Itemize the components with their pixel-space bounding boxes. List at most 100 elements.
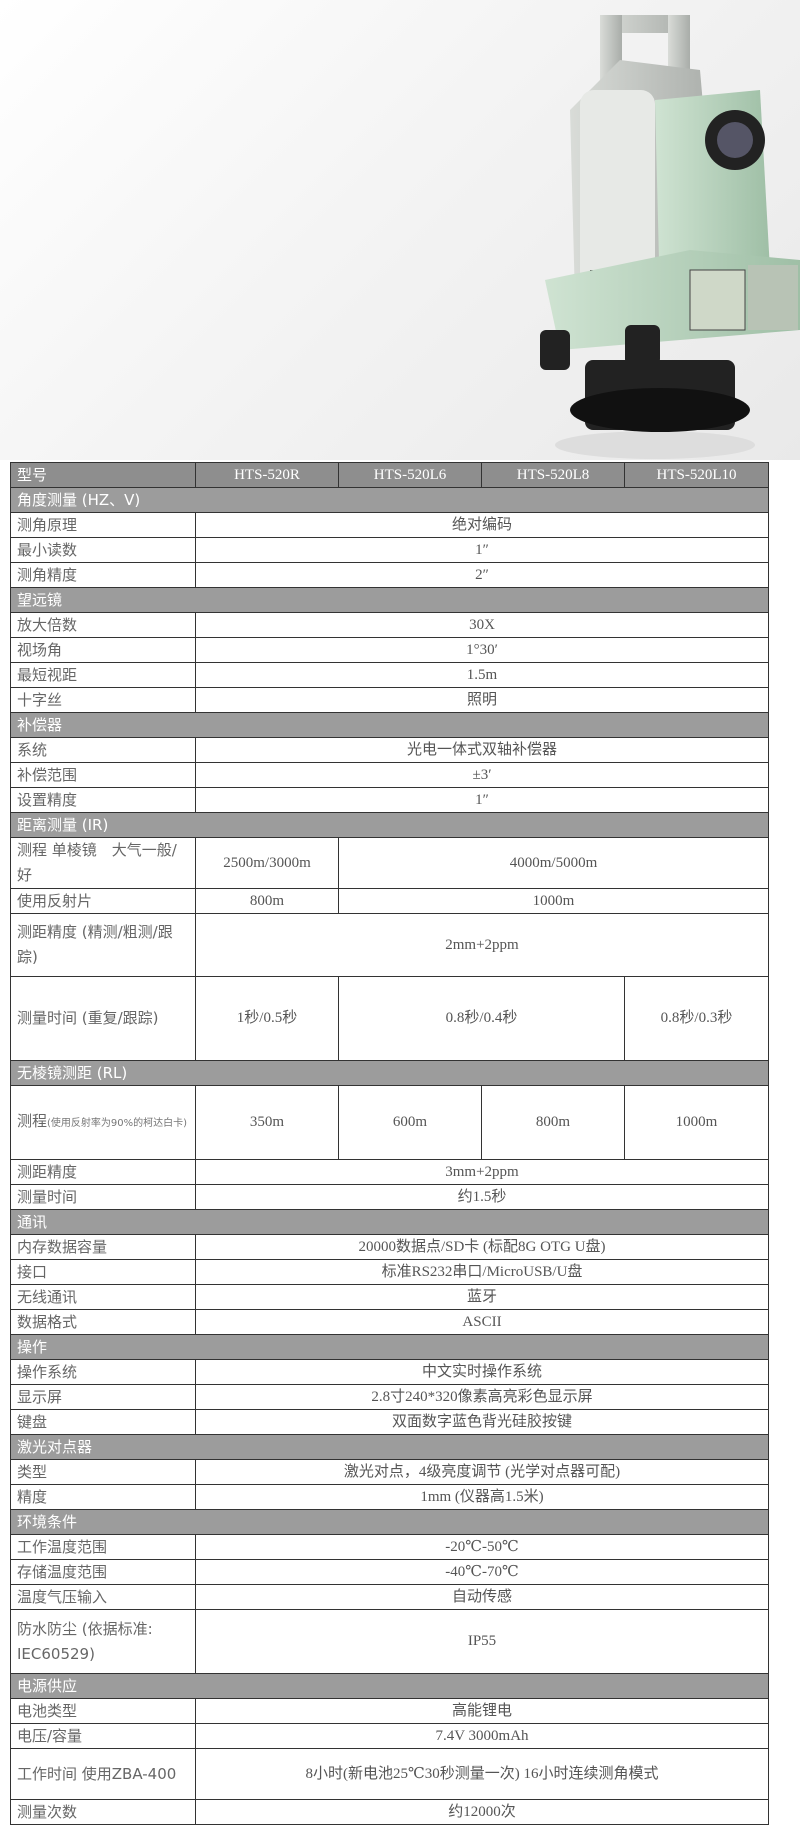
spec-value: 1000m — [624, 1085, 769, 1160]
spec-value: 自动传感 — [195, 1584, 769, 1610]
spec-value: ASCII — [195, 1309, 769, 1335]
section-header: 望远镜 — [10, 587, 769, 613]
spec-label-text: 测量时间 (重复/跟踪) — [17, 1009, 159, 1027]
spec-label: 内存数据容量 — [10, 1234, 196, 1260]
spec-label-text: 精度 — [17, 1488, 48, 1506]
spec-value: 0.8秒/0.4秒 — [338, 976, 625, 1061]
spec-label: 设置精度 — [10, 787, 196, 813]
spec-label: 测角精度 — [10, 562, 196, 588]
spec-label-text: 操作系统 — [17, 1363, 78, 1381]
model-column-header: HTS-520R — [195, 462, 339, 488]
spec-row: 存储温度范围 -40℃-70℃ — [10, 1559, 769, 1585]
section-title: 无棱镜测距 (RL) — [10, 1060, 769, 1086]
spec-label: 防水防尘 (依据标准: IEC60529) — [10, 1609, 196, 1674]
spec-row: 精度 1mm (仪器高1.5米) — [10, 1484, 769, 1510]
spec-value: 1″ — [195, 787, 769, 813]
header-row: 型号 HTS-520R HTS-520L6 HTS-520L8 HTS-520L10 — [10, 462, 769, 488]
spec-label-text: 测距精度 — [17, 1163, 78, 1181]
spec-row: 视场角 1°30′ — [10, 637, 769, 663]
spec-label-text: 十字丝 — [17, 691, 63, 709]
spec-label-text: 电池类型 — [17, 1702, 78, 1720]
spec-value: 0.8秒/0.3秒 — [624, 976, 769, 1061]
spec-row: 设置精度 1″ — [10, 787, 769, 813]
spec-label-text: 测量时间 — [17, 1188, 78, 1206]
spec-row: 接口 标准RS232串口/MicroUSB/U盘 — [10, 1259, 769, 1285]
spec-label-text: 补偿范围 — [17, 766, 78, 784]
spec-value: 20000数据点/SD卡 (标配8G OTG U盘) — [195, 1234, 769, 1260]
spec-row: 无线通讯 蓝牙 — [10, 1284, 769, 1310]
spec-row: 电池类型 高能锂电 — [10, 1698, 769, 1724]
model-column-header: HTS-520L8 — [481, 462, 625, 488]
section-header: 补偿器 — [10, 712, 769, 738]
spec-row: 放大倍数 30X — [10, 612, 769, 638]
section-header: 环境条件 — [10, 1509, 769, 1535]
spec-label: 测角原理 — [10, 512, 196, 538]
spec-value: 2″ — [195, 562, 769, 588]
spec-row: 测距精度 3mm+2ppm — [10, 1159, 769, 1185]
spec-label: 测距精度 — [10, 1159, 196, 1185]
spec-label-text: 测角原理 — [17, 516, 78, 534]
spec-label: 温度气压输入 — [10, 1584, 196, 1610]
section-title: 望远镜 — [10, 587, 769, 613]
spec-label: 电压/容量 — [10, 1723, 196, 1749]
spec-value: 1″ — [195, 537, 769, 563]
spec-value: IP55 — [195, 1609, 769, 1674]
section-title: 激光对点器 — [10, 1434, 769, 1460]
spec-row: 键盘 双面数字蓝色背光硅胶按键 — [10, 1409, 769, 1435]
spec-label: 显示屏 — [10, 1384, 196, 1410]
spec-label: 放大倍数 — [10, 612, 196, 638]
spec-label: 视场角 — [10, 637, 196, 663]
spec-label-text: 类型 — [17, 1463, 48, 1481]
spec-row: 十字丝 照明 — [10, 687, 769, 713]
spec-label-text: 接口 — [17, 1263, 48, 1281]
spec-value: 1°30′ — [195, 637, 769, 663]
spec-row: 类型 激光对点，4级亮度调节 (光学对点器可配) — [10, 1459, 769, 1485]
spec-label-text: 温度气压输入 — [17, 1588, 108, 1606]
spec-label: 最小读数 — [10, 537, 196, 563]
spec-row: 电压/容量 7.4V 3000mAh — [10, 1723, 769, 1749]
spec-value: 7.4V 3000mAh — [195, 1723, 769, 1749]
spec-label-text: 工作时间 使用ZBA-400 — [17, 1764, 177, 1783]
spec-row: 最小读数 1″ — [10, 537, 769, 563]
spec-value: 800m — [195, 888, 339, 914]
spec-value: 蓝牙 — [195, 1284, 769, 1310]
spec-label: 操作系统 — [10, 1359, 196, 1385]
spec-row: 测角精度 2″ — [10, 562, 769, 588]
spec-value: 8小时(新电池25℃30秒测量一次) 16小时连续测角模式 — [195, 1748, 769, 1800]
spec-label: 精度 — [10, 1484, 196, 1510]
spec-label: 十字丝 — [10, 687, 196, 713]
section-title: 距离测量 (IR) — [10, 812, 769, 838]
spec-row: 最短视距 1.5m — [10, 662, 769, 688]
section-header: 激光对点器 — [10, 1434, 769, 1460]
spec-row: 补偿范围 ±3′ — [10, 762, 769, 788]
section-header: 距离测量 (IR) — [10, 812, 769, 838]
spec-label: 工作温度范围 — [10, 1534, 196, 1560]
spec-label: 数据格式 — [10, 1309, 196, 1335]
spec-value: 双面数字蓝色背光硅胶按键 — [195, 1409, 769, 1435]
spec-value: 1.5m — [195, 662, 769, 688]
spec-value: 3mm+2ppm — [195, 1159, 769, 1185]
spec-row: 系统 光电一体式双轴补偿器 — [10, 737, 769, 763]
spec-row: 测程(使用反射率为90%的柯达白卡) 350m 600m 800m 1000m — [10, 1085, 769, 1160]
model-column-header: HTS-520L10 — [624, 462, 769, 488]
spec-row: 测距精度 (精测/粗测/跟踪) 2mm+2ppm — [10, 913, 769, 977]
spec-label: 补偿范围 — [10, 762, 196, 788]
spec-label: 接口 — [10, 1259, 196, 1285]
spec-label-text: 设置精度 — [17, 791, 78, 809]
spec-value: 2mm+2ppm — [195, 913, 769, 977]
spec-row: 测量时间 约1.5秒 — [10, 1184, 769, 1210]
header-label: 型号 — [10, 462, 196, 488]
spec-value: 照明 — [195, 687, 769, 713]
spec-label: 测量次数 — [10, 1799, 196, 1825]
section-title: 电源供应 — [10, 1673, 769, 1699]
spec-value: ±3′ — [195, 762, 769, 788]
spec-value: 800m — [481, 1085, 625, 1160]
section-header: 操作 — [10, 1334, 769, 1360]
section-title: 补偿器 — [10, 712, 769, 738]
spec-value: 绝对编码 — [195, 512, 769, 538]
spec-value: 2.8寸240*320像素高亮彩色显示屏 — [195, 1384, 769, 1410]
spec-row: 使用反射片 800m 1000m — [10, 888, 769, 914]
spec-row: 温度气压输入 自动传感 — [10, 1584, 769, 1610]
section-title: 角度测量 (HZ、V) — [10, 487, 769, 513]
spec-label-text: 存储温度范围 — [17, 1563, 108, 1581]
